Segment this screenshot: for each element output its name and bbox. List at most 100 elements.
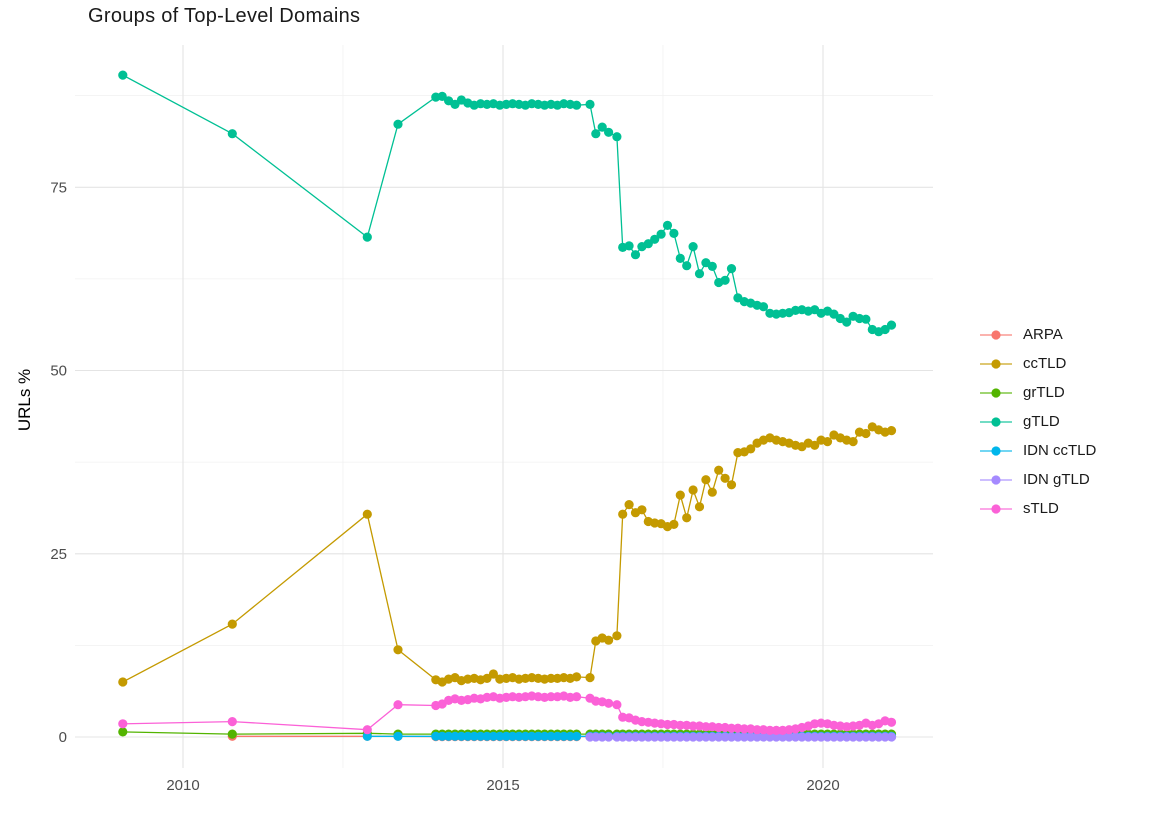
data-point-idn-cctld	[565, 731, 575, 741]
legend-label: sTLD	[1023, 500, 1059, 517]
y-tick-label: 25	[50, 546, 67, 563]
data-point-stld	[752, 725, 762, 735]
legend-label: IDN ccTLD	[1023, 442, 1097, 459]
legend-key-dot	[991, 416, 1001, 427]
data-point-gtld	[758, 302, 769, 312]
data-point-gtld	[662, 220, 673, 230]
data-point-cctld	[682, 513, 692, 523]
data-point-gtld	[437, 91, 447, 101]
data-point-idn-gtld	[758, 732, 769, 742]
chart-title: Groups of Top-Level Domains	[88, 5, 361, 27]
data-point-stld	[393, 700, 403, 710]
data-point-cctld	[604, 635, 614, 645]
data-point-cctld	[612, 631, 622, 641]
data-point-gtld	[643, 239, 653, 249]
legend-item-idn-cctld: IDN ccTLD	[978, 436, 1096, 465]
legend-key-dot	[991, 474, 1001, 485]
data-point-grtld	[118, 727, 128, 737]
data-point-gtld	[669, 228, 679, 238]
legend-label: ARPA	[1023, 326, 1063, 343]
data-point-idn-gtld	[694, 732, 705, 742]
legend-item-arpa: ARPA	[978, 320, 1096, 349]
y-tick-label: 75	[50, 179, 67, 196]
legend-label: grTLD	[1023, 384, 1065, 401]
legend-key-icon	[980, 387, 1012, 398]
data-point-gtld	[656, 229, 666, 239]
data-point-idn-gtld	[752, 732, 762, 742]
data-point-gtld	[842, 317, 852, 327]
data-point-idn-cctld	[501, 731, 511, 741]
data-point-cctld	[886, 426, 897, 436]
data-point-idn-gtld	[797, 732, 807, 742]
y-tick-label: 50	[50, 363, 67, 380]
data-point-idn-gtld	[854, 732, 865, 742]
data-point-cctld	[669, 519, 679, 530]
data-point-idn-cctld	[463, 731, 473, 741]
data-point-idn-cctld	[362, 731, 372, 741]
data-point-idn-cctld	[469, 731, 479, 741]
data-point-stld	[362, 725, 372, 735]
data-point-gtld	[650, 234, 660, 244]
legend-key-icon	[980, 474, 1012, 485]
data-point-cctld	[488, 669, 498, 679]
data-point-idn-cctld	[431, 731, 441, 741]
data-point-cctld	[637, 505, 647, 515]
data-point-idn-gtld	[816, 732, 826, 742]
data-point-idn-gtld	[733, 732, 743, 742]
x-tick-label: 2015	[486, 777, 519, 794]
legend-key-icon	[980, 329, 1012, 340]
data-point-cctld	[720, 473, 730, 483]
data-point-idn-gtld	[886, 732, 897, 742]
data-point-cctld	[694, 502, 705, 512]
data-point-cctld	[227, 619, 237, 629]
data-point-idn-gtld	[669, 732, 679, 742]
data-point-idn-gtld	[630, 732, 641, 742]
legend-key-icon	[980, 358, 1012, 369]
data-point-cctld	[714, 465, 724, 475]
data-point-cctld	[707, 487, 717, 497]
data-point-cctld	[746, 444, 756, 454]
legend-key-dot	[991, 387, 1001, 398]
data-point-stld	[688, 721, 698, 731]
data-point-gtld	[597, 122, 607, 132]
data-point-idn-gtld	[746, 732, 756, 742]
data-point-cctld	[362, 509, 372, 519]
data-point-idn-gtld	[662, 732, 673, 742]
data-point-cctld	[861, 428, 871, 439]
data-point-stld	[726, 723, 737, 733]
data-point-stld	[604, 698, 614, 708]
legend-label: gTLD	[1023, 413, 1060, 430]
data-point-idn-gtld	[701, 732, 711, 742]
legend-key-dot	[991, 503, 1001, 514]
data-point-gtld	[720, 275, 730, 285]
legend-item-grtld: grTLD	[978, 378, 1096, 407]
data-point-gtld	[886, 320, 897, 330]
data-point-idn-gtld	[867, 732, 877, 742]
data-point-cctld	[688, 485, 698, 495]
data-point-gtld	[585, 99, 595, 109]
data-point-gtld	[726, 264, 737, 274]
data-point-stld	[675, 720, 685, 730]
data-point-gtld	[604, 127, 614, 137]
data-point-gtld	[393, 119, 403, 129]
data-point-gtld	[707, 261, 717, 271]
data-point-idn-gtld	[597, 732, 607, 742]
data-point-idn-gtld	[650, 732, 660, 742]
data-point-gtld	[612, 132, 622, 142]
data-point-idn-gtld	[637, 732, 647, 742]
data-point-idn-cctld	[559, 731, 569, 741]
data-point-idn-gtld	[656, 732, 666, 742]
data-point-idn-gtld	[604, 732, 614, 742]
data-point-idn-cctld	[488, 731, 498, 741]
gridlines	[75, 45, 933, 768]
data-point-cctld	[482, 673, 492, 684]
data-point-stld	[612, 700, 622, 710]
data-point-cctld	[701, 475, 711, 485]
legend-key-dot	[991, 358, 1001, 369]
data-point-idn-gtld	[829, 732, 839, 742]
data-point-idn-gtld	[682, 732, 692, 742]
legend-key-icon	[980, 445, 1012, 456]
data-point-stld	[739, 724, 749, 734]
y-tick-label: 0	[59, 729, 67, 746]
